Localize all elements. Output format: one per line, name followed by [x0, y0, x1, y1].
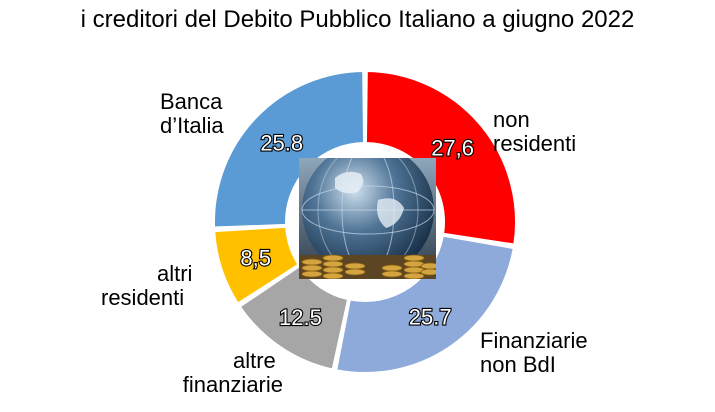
label-non-residenti: non residenti	[493, 107, 577, 156]
slice-altre-finanziarie	[238, 264, 350, 371]
label-altri-residenti: altri residenti	[101, 261, 193, 310]
value-label-non-residenti: 27,6	[431, 136, 474, 161]
slice-altri-residenti	[213, 225, 300, 305]
value-label-finanziarie-non-bdi: 25.7	[409, 305, 452, 330]
slice-non-residenti	[364, 69, 517, 246]
donut-slices	[213, 69, 517, 374]
label-finanziarie-non-bdi: Finanziarie non BdI	[480, 328, 588, 377]
slice-banca-d-italia	[213, 69, 366, 229]
value-labels: 27,6 25.7 12.5 8,5 25.8	[239, 130, 475, 332]
label-banca-italia: Banca d’Italia	[160, 89, 224, 138]
globe-coins-image	[299, 158, 436, 279]
chart-title: i creditori del Debito Pubblico Italiano…	[80, 6, 635, 33]
value-label-altri-residenti: 8,5	[240, 246, 271, 271]
label-altre-finanziarie: altre finanziarie	[182, 348, 283, 397]
value-label-altre-finanziarie: 12.5	[279, 305, 322, 330]
value-label-banca-d-italia: 25.8	[260, 131, 303, 156]
